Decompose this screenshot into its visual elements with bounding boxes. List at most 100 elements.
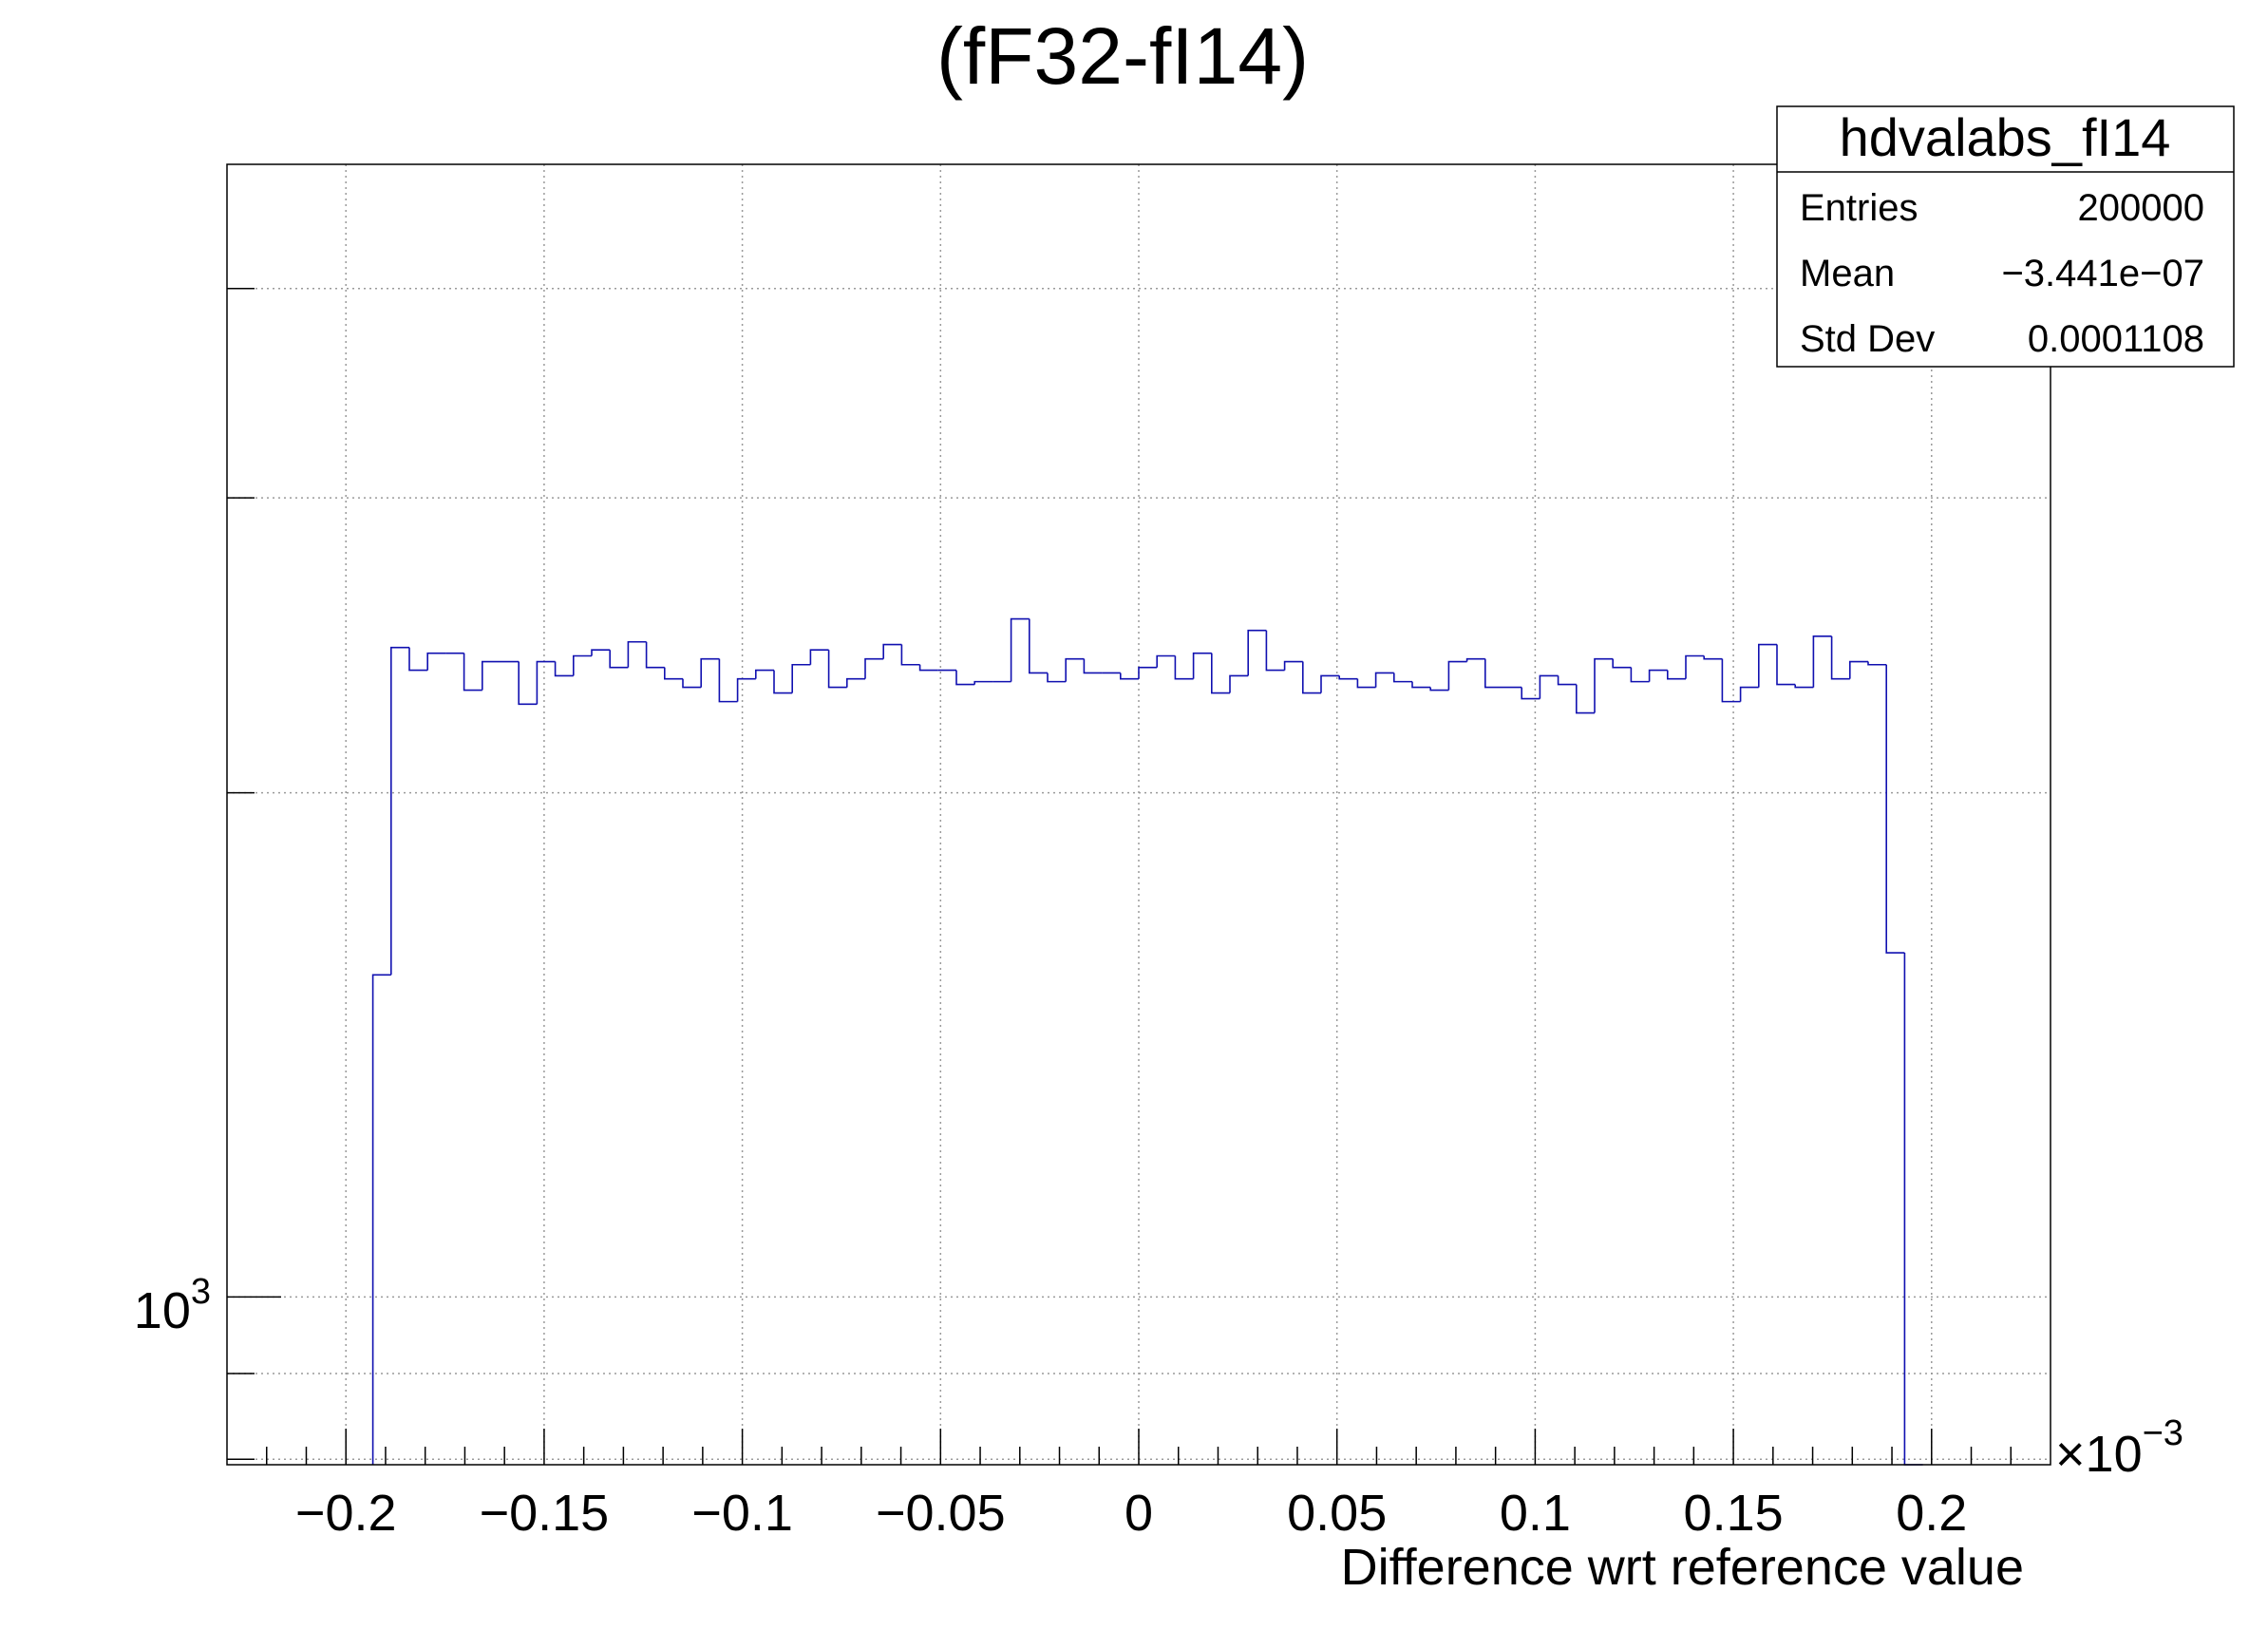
histogram-bin — [1265, 630, 1285, 672]
histogram-bin — [1703, 655, 1723, 660]
histogram-bin — [1648, 669, 1668, 682]
histogram-bin — [1120, 673, 1139, 680]
chart-title: (fF32-fI14) — [936, 11, 1309, 101]
x-tick-labels: −0.2 −0.15 −0.1 −0.05 0 0.05 0.1 0.15 0.2 — [295, 1485, 1967, 1542]
stats-box-frame — [1776, 105, 2235, 368]
histogram-bin — [1302, 661, 1321, 694]
plot-frame — [226, 163, 2051, 1466]
histogram-bin — [755, 669, 774, 679]
histogram-bin — [1557, 675, 1577, 686]
histogram-bin — [1065, 657, 1085, 682]
histogram-bins — [371, 617, 1923, 1466]
x-tick-label: 0.15 — [1684, 1485, 1784, 1542]
histogram-bin — [1758, 643, 1777, 688]
histogram-bin — [664, 667, 683, 680]
histogram-bin — [955, 670, 975, 686]
histogram-bin — [609, 650, 629, 669]
histogram-bin — [736, 677, 756, 702]
stats-entries-value: 200000 — [2078, 187, 2204, 229]
histogram-bin — [1576, 684, 1595, 714]
histogram-bin — [1849, 660, 1868, 679]
x-tick-label: 0.1 — [1500, 1485, 1571, 1542]
histogram-bin — [554, 661, 574, 677]
histogram-bin — [573, 654, 592, 676]
histogram-bin — [682, 678, 702, 689]
stats-box-title: hdvalabs_fI14 — [1840, 107, 2171, 167]
histogram-bin — [1903, 953, 1923, 1466]
histogram-bin — [918, 664, 938, 672]
histogram-bin — [846, 677, 865, 688]
histogram-bin — [1229, 674, 1249, 693]
histogram-bin — [1029, 618, 1048, 674]
histogram-bin — [1010, 617, 1030, 682]
histogram-bin — [1776, 644, 1796, 686]
histogram-bin — [1320, 674, 1340, 693]
histogram-bin — [591, 649, 611, 656]
histogram-bin — [1192, 652, 1212, 679]
x-tick-label: −0.1 — [691, 1485, 793, 1542]
histogram-bin — [827, 650, 847, 689]
histogram-bin — [1667, 670, 1686, 680]
histogram-bin — [1630, 667, 1650, 683]
histogram-bin — [1429, 687, 1449, 692]
x-multiplier-exponent: −3 — [2143, 1413, 2183, 1453]
stats-entries-label: Entries — [1800, 187, 1918, 229]
histogram-bin — [1484, 658, 1503, 689]
histogram-bin — [882, 643, 902, 659]
histogram-bin — [1247, 629, 1267, 676]
x-tick-label: −0.15 — [480, 1485, 610, 1542]
histogram-bin — [1211, 653, 1230, 694]
stats-stddev-value: 0.0001108 — [2028, 318, 2204, 360]
histogram-bin — [791, 663, 811, 693]
histogram-bin — [627, 640, 647, 668]
grid-lines — [227, 164, 2051, 1465]
x-tick-label: 0.05 — [1287, 1485, 1387, 1542]
histogram-bin — [463, 653, 482, 692]
histogram-bin — [1830, 635, 1850, 680]
histogram-bin — [1393, 673, 1412, 683]
histogram-bin — [536, 660, 556, 705]
histogram-bin — [773, 670, 793, 694]
histogram-bin — [700, 657, 720, 688]
histogram-bin — [1338, 675, 1358, 680]
stats-mean-value: −3.441e−07 — [2001, 253, 2204, 294]
histogram-bin — [809, 649, 829, 665]
histogram-bin — [482, 660, 501, 691]
histogram-bin — [1539, 674, 1559, 699]
histogram-bin — [1685, 654, 1705, 679]
x-tick-label: 0 — [1125, 1485, 1153, 1542]
histogram-bin — [1447, 660, 1467, 691]
histogram-bin — [1612, 658, 1632, 669]
x-tick-label: −0.05 — [876, 1485, 1006, 1542]
x-tick-label: −0.2 — [295, 1485, 397, 1542]
y-tick-label-exponent: 3 — [191, 1272, 211, 1312]
histogram-bin — [900, 644, 920, 666]
x-axis-multiplier: ×10−3 — [2055, 1413, 2183, 1483]
axis-ticks — [227, 288, 2013, 1465]
histogram-bin — [426, 652, 446, 671]
histogram-bin — [1174, 655, 1194, 680]
histogram-bin — [1867, 661, 1887, 666]
stats-mean-label: Mean — [1800, 253, 1895, 294]
y-tick-label-1000: 103 — [134, 1272, 211, 1339]
y-tick-label-base: 10 — [134, 1282, 191, 1339]
histogram-bin — [1374, 672, 1394, 688]
x-multiplier-base: ×10 — [2055, 1426, 2143, 1483]
histogram-bin — [1138, 666, 1158, 679]
histogram-bin — [1283, 660, 1303, 671]
histogram-bin — [1465, 657, 1485, 662]
x-axis-title: Difference wrt reference value — [1341, 1539, 2024, 1596]
histogram-bin — [645, 641, 665, 669]
histogram-bin — [1794, 684, 1814, 689]
histogram-bin — [718, 658, 738, 703]
stats-box: hdvalabs_fI14 Entries 200000 Mean −3.441… — [1776, 105, 2235, 368]
histogram-bin — [1594, 657, 1614, 713]
histogram-bin — [371, 974, 391, 1465]
histogram-bin — [1083, 658, 1103, 674]
histogram-bin — [408, 647, 428, 672]
histogram-bin — [1521, 687, 1540, 700]
histogram-bin — [1721, 658, 1741, 703]
histogram-bin — [864, 657, 884, 679]
x-tick-label: 0.2 — [1896, 1485, 1967, 1542]
